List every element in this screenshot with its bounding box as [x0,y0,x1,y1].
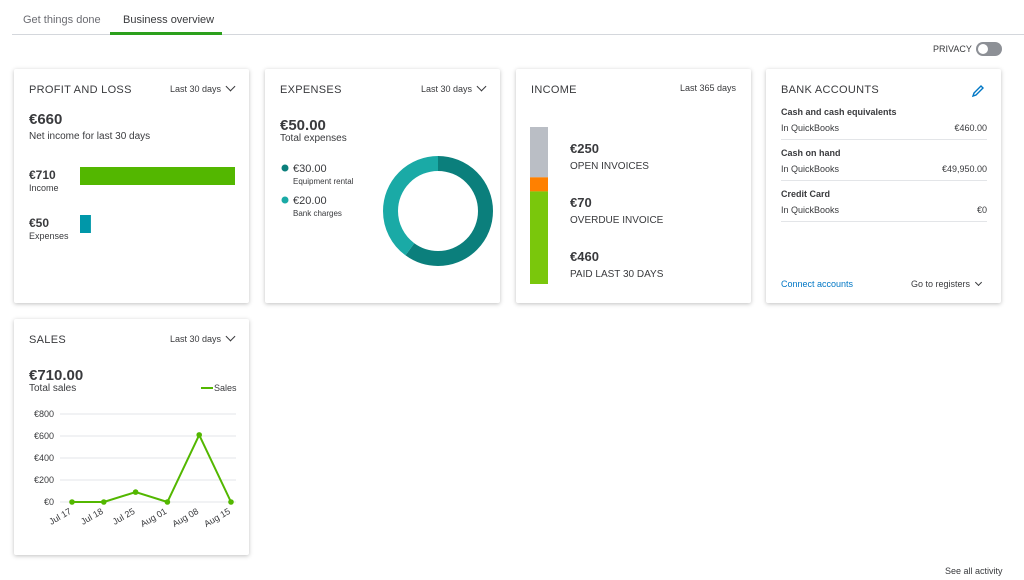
point [69,499,75,505]
bar-segment [530,127,548,178]
account-source: In QuickBooks [781,123,840,133]
tab-active[interactable]: Business overview [123,14,215,26]
point [132,489,139,495]
category-label: Income [29,183,59,193]
card-title: INCOME [531,84,577,96]
legend-dot [281,164,289,172]
y-tick-label: €800 [34,409,54,419]
value-label: €70 [570,195,592,210]
sales-card: SALES Last 30 days €710.00 Total sales €… [14,319,249,555]
account-source: In QuickBooks [781,205,840,215]
total-expenses: €50.00 [280,117,326,134]
bank-accounts-card: BANK ACCOUNTS Cash and cash equivalents I… [766,69,1001,303]
row-divider [781,221,987,222]
point [228,499,234,505]
category-label: OPEN INVOICES [570,161,649,172]
edit-icon[interactable] [971,84,985,98]
net-label: Net income for last 30 days [29,131,151,142]
legend-value: €20.00 [293,195,327,207]
card-title: BANK ACCOUNTS [781,84,880,96]
y-tick-label: €400 [34,453,54,463]
registers-dropdown[interactable]: Go to registers [910,278,983,289]
card-title: EXPENSES [280,84,342,96]
connect-link[interactable]: Connect accounts [781,279,854,289]
account-balance: €49,950.00 [941,164,987,174]
expenses-chart: €30.00 Equipment rental €20.00 Bank charges [281,156,493,266]
tab-divider [12,34,1024,35]
period: Last 365 days [679,83,736,93]
legend-label: Sales [214,383,237,393]
expenses-card: EXPENSES Last 30 days €50.00 Total expen… [265,69,500,303]
point [164,499,171,505]
x-tick-label: Jul 17 [47,506,73,527]
donut-segment [383,156,493,266]
net-income: €660 [29,111,63,128]
point [101,499,107,505]
value-label: €50 [29,216,49,230]
period-dropdown[interactable]: Last 30 days [169,331,236,344]
y-tick-label: €600 [34,431,54,441]
pencil [971,85,984,98]
income-card: INCOME Last 365 days €250 OPEN INVOICES €7… [516,69,751,303]
point [196,432,202,438]
card-title: PROFIT AND LOSS [29,84,132,96]
bar [80,167,235,185]
legend-dot [281,196,289,204]
y-tick-label: €200 [34,475,54,485]
tab[interactable]: Get things done [23,14,101,26]
x-tick-label: Aug 01 [139,506,169,529]
account-balance: €0 [976,205,987,215]
total-label: Total expenses [280,133,347,144]
value-label: €710 [29,168,56,182]
legend-category: Bank charges [293,209,342,218]
privacy-label: PRIVACY [933,44,972,54]
x-tick-label: Jul 25 [111,506,137,527]
category-label: PAID LAST 30 DAYS [570,269,664,280]
period-dropdown[interactable]: Last 30 days [420,81,487,94]
tab-indicator [110,32,222,35]
toggle-knob [978,44,988,54]
period: Last 30 days [169,334,221,344]
row-divider [781,180,987,181]
income-chart: €250 OPEN INVOICES €70 OVERDUE INVOICE €460 P… [530,127,664,284]
value-label: €250 [570,141,599,156]
category-label: OVERDUE INVOICE [570,215,664,226]
period: Last 30 days [420,84,472,94]
line [72,432,232,504]
registers: Go to registers [910,279,970,289]
period: Last 30 days [169,84,221,94]
y-tick-label: €0 [44,497,54,507]
row-divider [781,139,987,140]
chevron [225,81,236,92]
bar-segment [530,191,548,284]
see-all-link[interactable]: See all activity [945,566,1003,576]
account-balance: €460.00 [954,123,987,133]
account-name: Credit Card [781,189,831,199]
account-name: Cash and cash equivalents [781,107,897,117]
x-tick-label: Jul 18 [79,506,105,527]
account-name: Cash on hand [781,148,841,158]
bar-segment [530,177,548,192]
profit-loss-card: PROFIT AND LOSS Last 30 days €660 Net in… [14,69,249,303]
bar [80,215,91,233]
total-sales: €710.00 [29,367,84,384]
x-tick-label: Aug 08 [170,506,200,529]
value-label: €460 [570,249,599,264]
card-title: SALES [29,334,66,346]
legend-value: €30.00 [293,163,327,175]
x-tick-label: Aug 15 [202,506,232,529]
chevron [974,278,983,287]
privacy-toggle[interactable] [976,42,1002,56]
legend-category: Equipment rental [293,177,354,186]
period-dropdown[interactable]: Last 30 days [169,81,236,94]
category-label: Expenses [29,231,69,241]
total-label: Total sales [29,383,77,394]
account-source: In QuickBooks [781,164,840,174]
